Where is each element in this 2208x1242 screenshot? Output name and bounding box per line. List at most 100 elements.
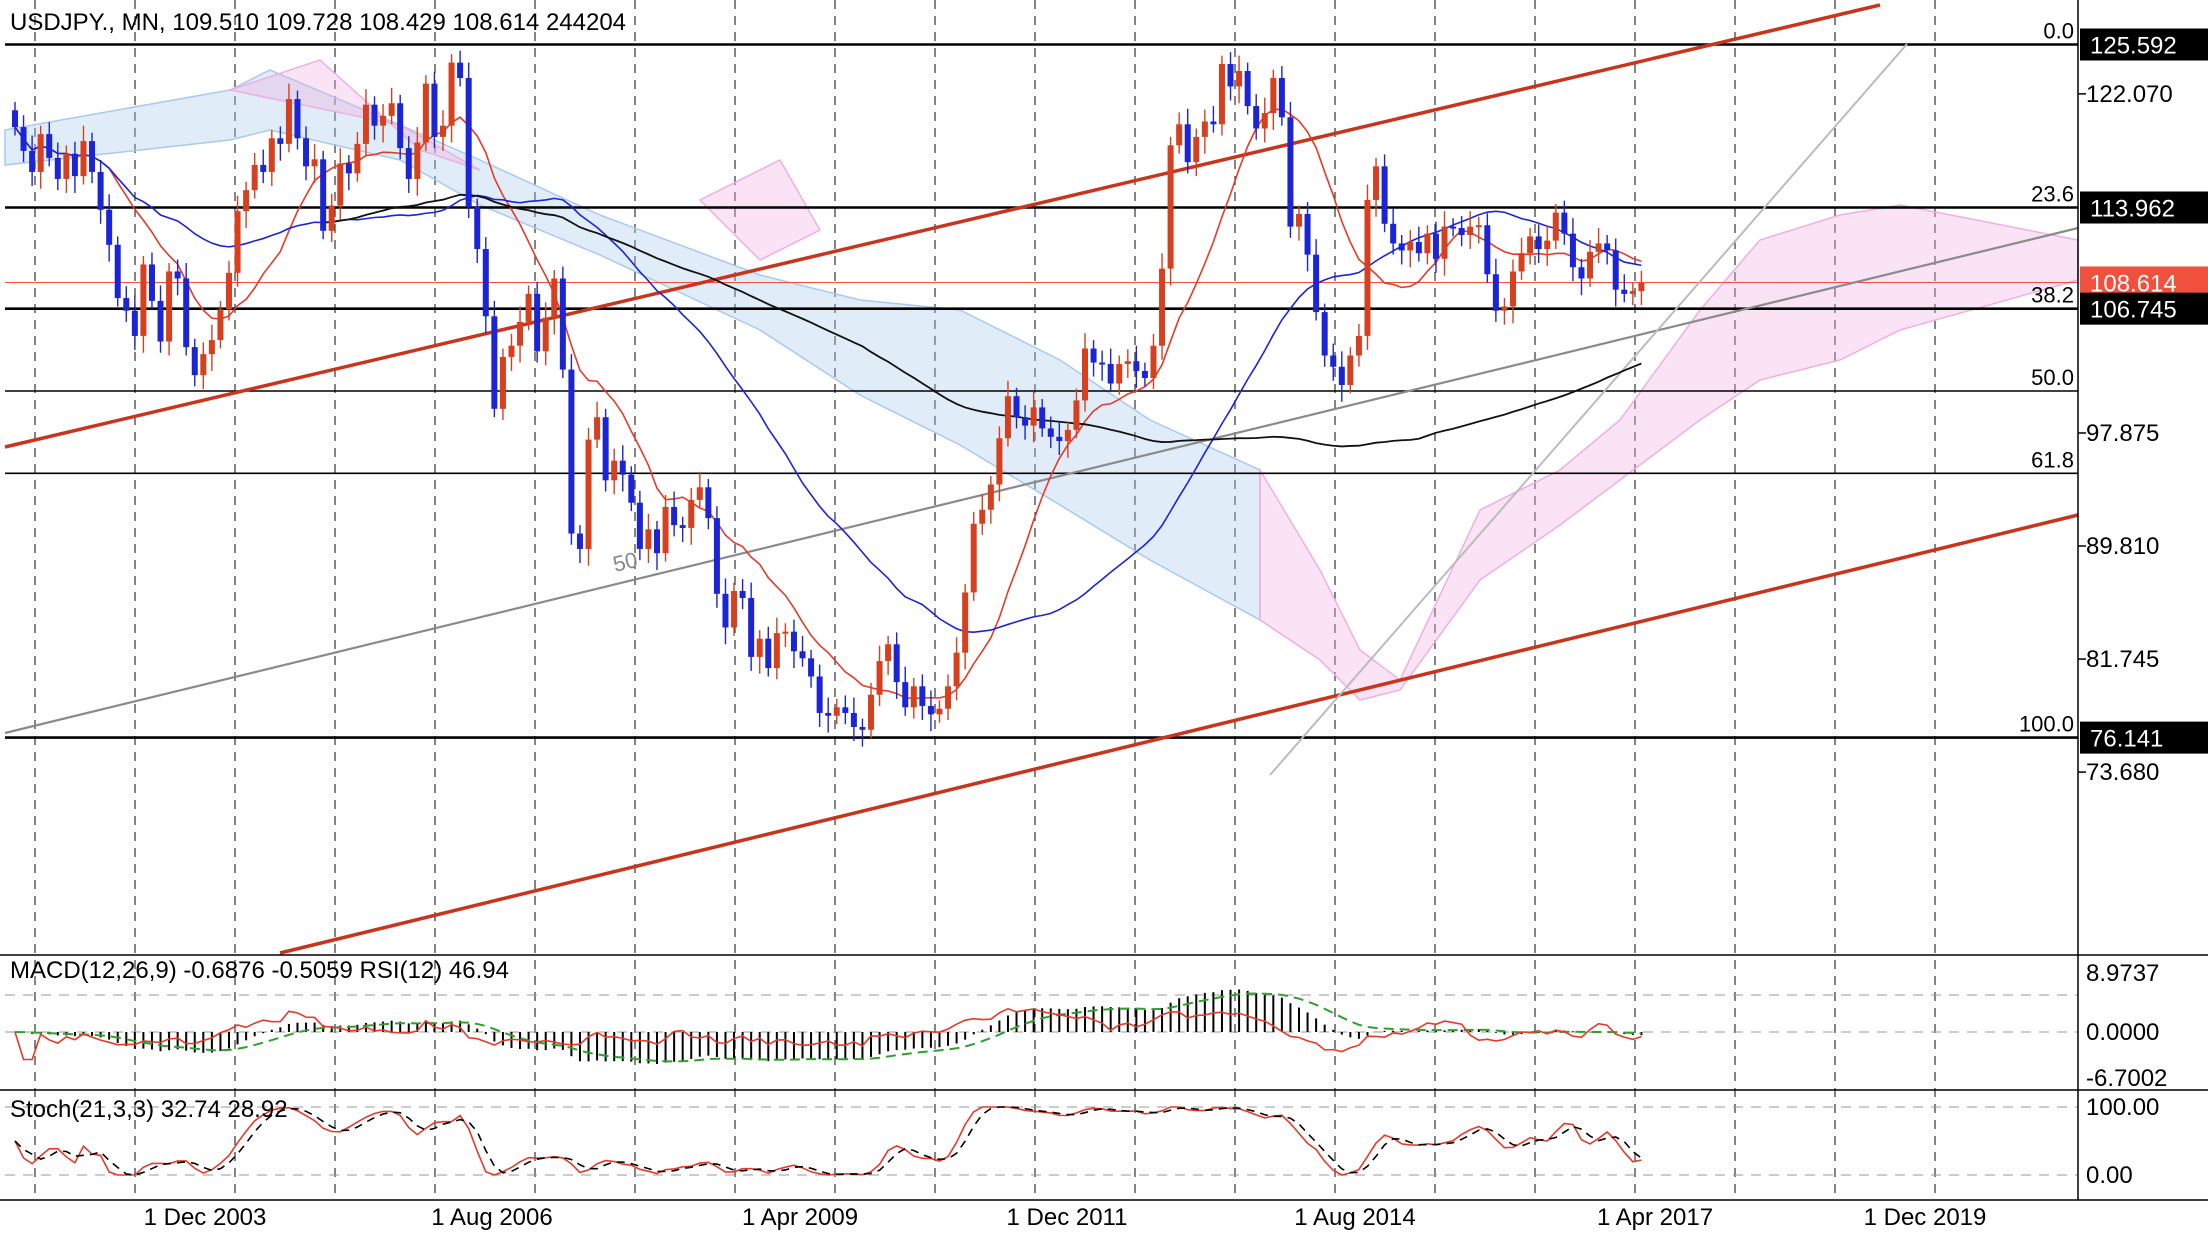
candle-body — [979, 509, 986, 524]
candle-body — [1124, 361, 1131, 364]
candle-body — [645, 529, 652, 549]
main-header: USDJPY., MN, 109.510 109.728 108.429 108… — [10, 9, 626, 36]
candle-body — [1492, 274, 1499, 311]
candle-body — [508, 345, 515, 357]
candle-body — [1467, 226, 1474, 236]
candle-body — [1441, 226, 1448, 259]
candle-body — [1270, 78, 1277, 114]
candle-body — [1150, 345, 1157, 378]
candle-body — [1030, 407, 1037, 426]
candle-body — [1424, 233, 1431, 254]
candle-body — [748, 598, 755, 657]
moving-average-medium — [14, 126, 1642, 633]
date-tick-label: 1 Aug 2014 — [1294, 1204, 1415, 1231]
candle-body — [902, 682, 909, 708]
candle-body — [1510, 271, 1516, 307]
candle-body — [1073, 400, 1080, 430]
candle-body — [268, 138, 275, 172]
candle-body — [1501, 306, 1508, 311]
candle-body — [200, 354, 207, 376]
candle-body — [1184, 124, 1191, 163]
candle-body — [1355, 335, 1362, 356]
candle-body — [140, 264, 147, 336]
candle-body — [1227, 64, 1234, 87]
cloud-area-pink — [698, 159, 822, 261]
candle-body — [962, 592, 969, 653]
candle-body — [1176, 124, 1183, 146]
candle-body — [722, 593, 729, 628]
candle-body — [431, 83, 438, 137]
candle-body — [1022, 417, 1029, 426]
date-tick-label: 1 Apr 2017 — [1597, 1204, 1713, 1231]
macd-header: MACD(12,26,9) -0.6876 -0.5059 RSI(12) 46… — [10, 957, 509, 984]
fib-level-label: 38.2 — [2031, 283, 2074, 308]
candle-body — [602, 417, 609, 481]
candle-body — [594, 417, 601, 440]
macd-axis-label: 0.0000 — [2086, 1019, 2159, 1046]
candle-body — [739, 591, 746, 599]
ichimoku-cloud — [4, 59, 2079, 701]
candle-body — [919, 686, 926, 706]
candle-body — [842, 707, 849, 713]
cloud-area-blue — [4, 69, 1261, 622]
candle-body — [1082, 348, 1088, 401]
fib-level-label: 0.0 — [2043, 19, 2074, 44]
candle-body — [131, 310, 138, 336]
candle-body — [371, 104, 378, 126]
stoch-k-line — [14, 1106, 1642, 1176]
candle-body — [1621, 289, 1628, 294]
candle-body — [1107, 363, 1114, 384]
trend-line-gray — [4, 226, 2079, 735]
fibonacci-levels: 0.0 23.6 38.2 50.0 61.8 100.0 — [5, 19, 2078, 739]
candle-body — [277, 138, 284, 144]
candle-body — [303, 138, 310, 167]
candle-body — [1569, 233, 1576, 268]
candle-body — [311, 159, 318, 167]
candle-body — [568, 369, 575, 534]
candle-body — [337, 163, 344, 206]
candle-body — [422, 83, 429, 143]
candle-body — [1133, 361, 1140, 371]
candle-body — [482, 249, 489, 317]
candle-body — [551, 278, 558, 318]
candle-body — [89, 141, 96, 172]
candle-body — [234, 211, 241, 273]
channel-lower-line — [279, 513, 2079, 955]
price-box — [2080, 721, 2208, 754]
candle-body — [1287, 117, 1294, 227]
candle-body — [671, 506, 678, 526]
stochastic-panel — [5, 1106, 2078, 1176]
candle-body — [1415, 242, 1422, 254]
candle-body — [1475, 225, 1482, 228]
candle-body — [559, 278, 566, 370]
candle-body — [243, 190, 250, 212]
candle-body — [825, 712, 832, 716]
candle-body — [260, 164, 267, 172]
macd-signal-line — [14, 992, 1642, 1063]
candle-body — [123, 298, 130, 311]
candle-body — [808, 658, 815, 677]
fib-level-label: 100.0 — [2019, 712, 2074, 737]
candle-body — [148, 264, 155, 301]
candle-body — [457, 62, 464, 79]
candle-body — [790, 631, 797, 652]
candle-body — [37, 134, 44, 172]
candle-body — [1141, 370, 1148, 378]
candle-body — [833, 707, 840, 716]
candle-body — [1535, 236, 1542, 250]
candle-body — [465, 78, 472, 207]
candle-body — [1193, 136, 1200, 163]
candle-body — [816, 676, 823, 713]
candle-body — [654, 529, 660, 554]
candle-body — [1159, 268, 1166, 346]
candle-body — [362, 104, 369, 144]
candle-body — [876, 661, 883, 695]
candle-body — [63, 153, 70, 179]
axis-tick-label: 81.745 — [2086, 646, 2159, 673]
price-box-label: 125.592 — [2090, 33, 2177, 60]
rsi-line — [14, 1007, 1642, 1061]
candle-body — [1099, 362, 1106, 365]
date-tick-label: 1 Dec 2011 — [1007, 1204, 1128, 1231]
date-tick-label: 1 Dec 2003 — [144, 1204, 267, 1231]
